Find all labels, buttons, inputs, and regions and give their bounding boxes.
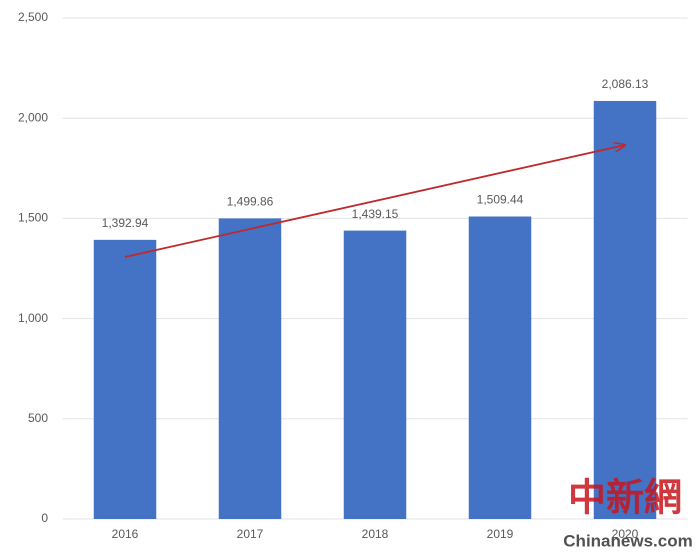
bar — [468, 216, 532, 519]
bar — [593, 100, 657, 519]
y-tick-label: 2,000 — [18, 110, 48, 124]
bar — [218, 218, 282, 520]
bar — [93, 239, 157, 519]
grid: 0 500 1,000 1,500 2,000 2,500 — [18, 10, 688, 525]
bar — [343, 230, 407, 519]
value-label: 1,499.86 — [227, 195, 274, 209]
watermark-site: Chinanews.com — [563, 531, 692, 550]
x-tick-label: 2016 — [112, 527, 139, 541]
value-label: 1,439.15 — [352, 207, 399, 221]
y-tick-label: 500 — [28, 411, 48, 425]
y-tick-label: 1,500 — [18, 211, 48, 225]
x-tick-label: 2020 — [612, 527, 639, 541]
trend-arrow — [124, 145, 625, 258]
bars: 2016 1,392.94 2017 1,499.86 2018 1,439.15 2019… — [93, 77, 657, 541]
value-label: 1,509.44 — [477, 193, 524, 207]
value-label: 1,392.94 — [102, 216, 149, 230]
x-tick-label: 2017 — [237, 527, 264, 541]
value-label: 2,086.13 — [602, 77, 649, 91]
y-tick-label: 2,500 — [18, 10, 48, 24]
watermark-logo: 中新網 — [568, 476, 682, 520]
x-tick-label: 2018 — [362, 527, 389, 541]
y-tick-label: 0 — [41, 511, 48, 525]
y-tick-label: 1,000 — [18, 311, 48, 325]
x-tick-label: 2019 — [487, 527, 514, 541]
